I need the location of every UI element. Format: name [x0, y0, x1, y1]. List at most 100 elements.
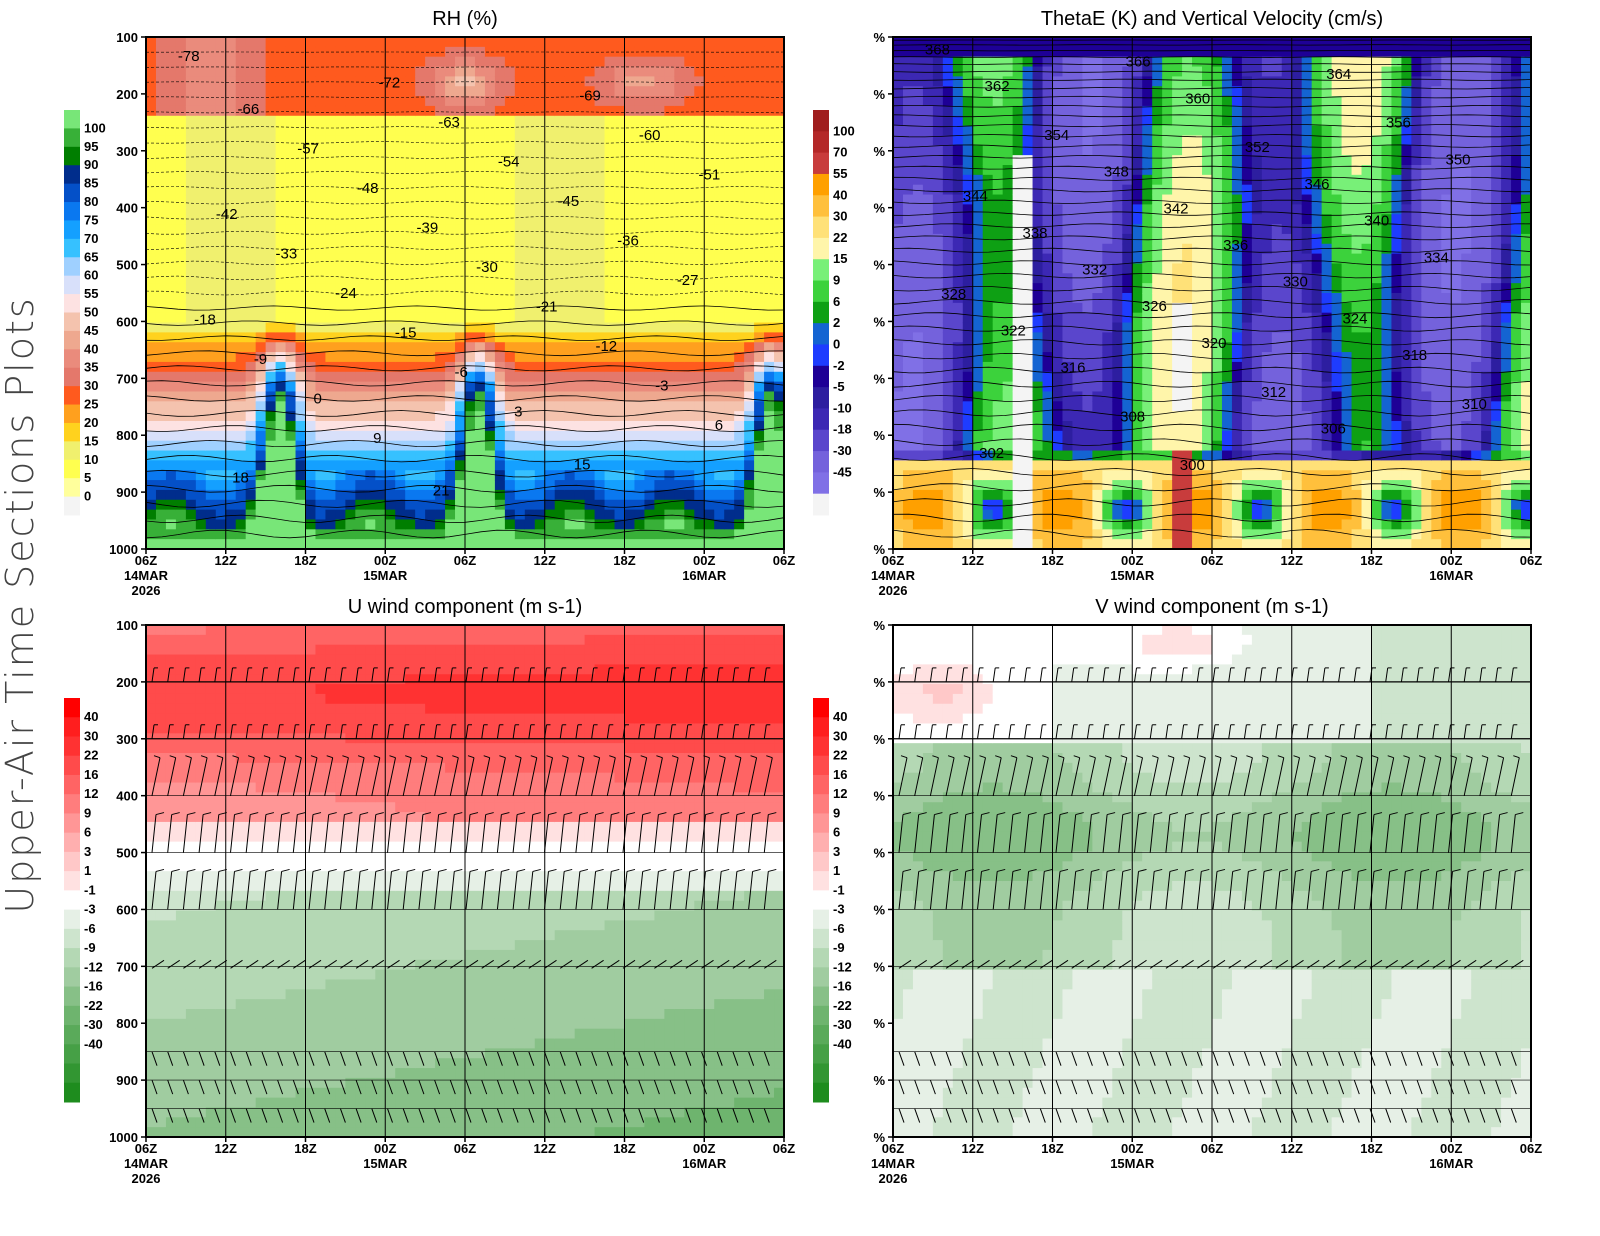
field-cell: [355, 263, 366, 274]
field-cell: [225, 509, 237, 521]
field-cell: [305, 352, 317, 363]
field-cell: [544, 135, 556, 146]
field-cell: [155, 361, 167, 373]
field-cell: [1132, 302, 1143, 314]
field-cell: [385, 125, 396, 137]
field-cell: [664, 421, 675, 432]
field-cell: [554, 371, 566, 383]
field-cell: [694, 470, 705, 481]
field-cell: [295, 499, 307, 511]
field-cell: [714, 293, 725, 304]
field-cell: [215, 332, 227, 343]
field-cell: [774, 86, 785, 97]
field-cell: [335, 145, 346, 156]
field-cell: [395, 460, 406, 471]
field-cell: [1152, 56, 1163, 68]
field-cell: [912, 184, 924, 196]
field-cell: [504, 391, 516, 402]
field-cell: [952, 489, 964, 501]
field-cell: [992, 440, 1004, 452]
field-cell: [1002, 430, 1014, 442]
field-cell: [674, 529, 685, 540]
field-cell: [315, 165, 327, 176]
field-cell: [345, 421, 356, 432]
field-cell: [644, 56, 656, 68]
field-cell: [205, 499, 217, 511]
field-cell: [764, 352, 775, 363]
field-cell: [1142, 361, 1153, 373]
field-cell: [175, 283, 187, 294]
field-cell: [734, 135, 745, 146]
field-cell: [465, 194, 476, 205]
field-cell: [455, 312, 466, 324]
field-cell: [574, 46, 586, 58]
field-cell: [365, 430, 376, 442]
field-cell: [255, 480, 267, 491]
field-cell: [325, 430, 337, 442]
field-cell: [574, 86, 586, 97]
field-cell: [445, 352, 456, 363]
field-cell: [375, 105, 386, 117]
field-cell: [1172, 421, 1183, 432]
field-cell: [764, 322, 775, 333]
field-cell: [415, 125, 426, 137]
field-cell: [744, 421, 755, 432]
field-cell: [415, 352, 426, 363]
field-cell: [654, 489, 665, 501]
field-cell: [225, 489, 237, 501]
field-cell: [554, 529, 566, 540]
field-cell: [395, 145, 406, 156]
field-cell: [504, 283, 516, 294]
field-cell: [325, 115, 337, 127]
field-cell: [694, 430, 705, 442]
field-cell: [195, 66, 207, 77]
field-cell: [704, 371, 715, 383]
field-cell: [484, 224, 496, 235]
field-cell: [345, 480, 356, 491]
field-cell: [385, 105, 396, 117]
field-cell: [175, 214, 187, 225]
field-cell: [175, 529, 187, 540]
field-cell: [315, 135, 327, 146]
field-cell: [435, 509, 446, 521]
field-cell: [225, 125, 237, 137]
field-cell: [952, 302, 964, 314]
field-cell: [435, 46, 446, 58]
field-cell: [654, 371, 665, 383]
field-cell: [534, 243, 546, 255]
field-cell: [375, 430, 386, 442]
field-cell: [704, 381, 715, 393]
field-cell: [524, 253, 536, 265]
field-cell: [225, 411, 237, 422]
field-cell: [185, 86, 197, 97]
field-cell: [684, 105, 695, 117]
field-cell: [425, 263, 436, 274]
field-cell: [155, 174, 167, 186]
field-cell: [584, 115, 596, 127]
field-cell: [774, 115, 785, 127]
field-cell: [524, 322, 536, 333]
field-cell: [205, 519, 217, 530]
field-cell: [1152, 293, 1163, 304]
field-cell: [694, 86, 705, 97]
field-cell: [455, 430, 466, 442]
field-cell: [195, 145, 207, 156]
field-cell: [962, 283, 974, 294]
field-cell: [1132, 273, 1143, 284]
field-cell: [634, 105, 646, 117]
field-cell: [624, 539, 636, 550]
field-cell: [972, 421, 984, 432]
colorbar-swatch: [64, 146, 80, 166]
field-cell: [514, 519, 526, 530]
field-cell: [774, 165, 785, 176]
field-cell: [1142, 86, 1153, 97]
field-cell: [614, 224, 626, 235]
field-cell: [305, 381, 317, 393]
field-cell: [365, 96, 376, 107]
field-cell: [1012, 381, 1024, 393]
field-cell: [455, 302, 466, 314]
field-cell: [1032, 361, 1044, 373]
field-cell: [1012, 76, 1024, 87]
field-cell: [185, 214, 197, 225]
field-cell: [165, 184, 177, 196]
